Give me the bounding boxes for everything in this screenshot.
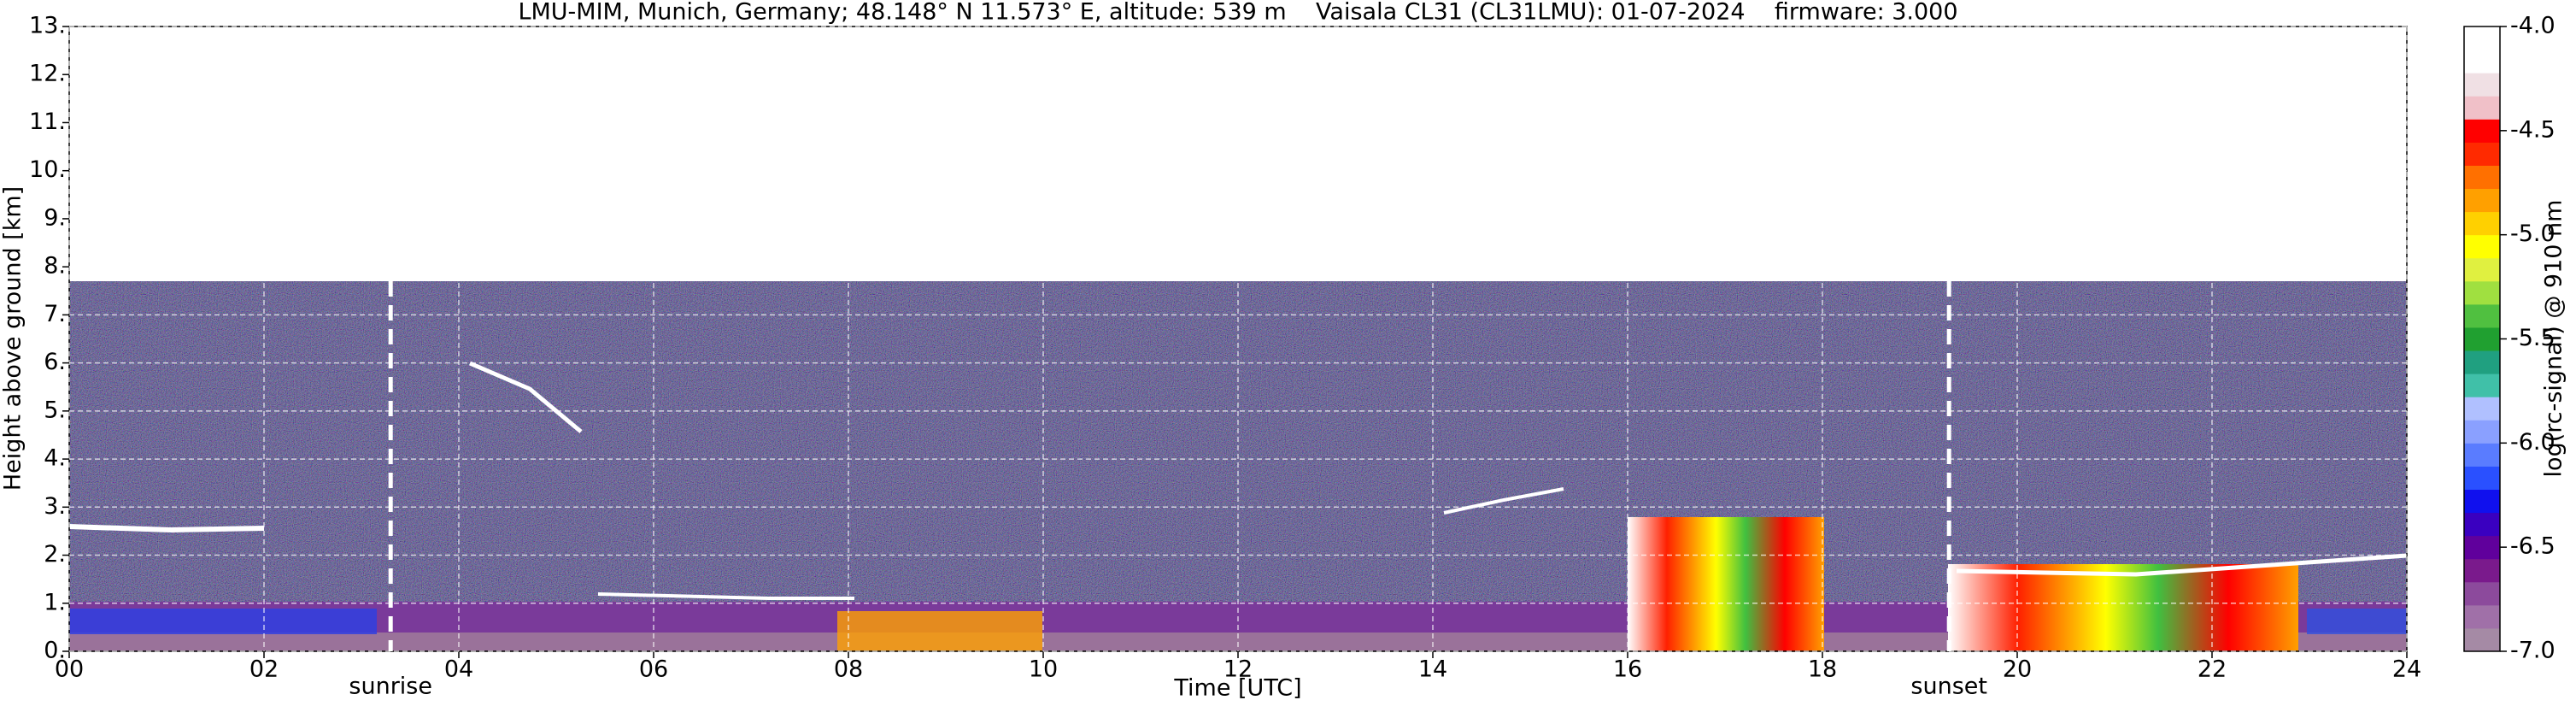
x-tick-label: 24 — [2392, 656, 2421, 683]
y-tick-label: 5. — [44, 397, 66, 423]
colorbar-segment — [2464, 165, 2500, 190]
y-tick-label: 1. — [44, 589, 66, 615]
colorbar-segment — [2464, 327, 2500, 351]
colorbar-label: log(rc-signal) @ 910 nm — [2541, 200, 2567, 478]
x-axis-label: Time [UTC] — [1173, 675, 1301, 702]
colorbar-segment — [2464, 466, 2500, 490]
colorbar-segment — [2464, 73, 2500, 97]
colorbar-segment — [2464, 257, 2500, 282]
y-tick-label: 9. — [44, 204, 66, 231]
chart-title: LMU-MIM, Munich, Germany; 48.148° N 11.5… — [518, 0, 1957, 26]
colorbar-tick-label: -4.5 — [2510, 116, 2555, 143]
colorbar-segment — [2464, 234, 2500, 259]
colorbar-segment — [2464, 188, 2500, 213]
colorbar-tick-label: -5.0 — [2510, 221, 2555, 247]
colorbar-segment — [2464, 627, 2500, 652]
x-tick-label: 00 — [55, 656, 84, 683]
colorbar-segment — [2464, 535, 2500, 560]
annotation-label: sunset — [1910, 674, 1987, 700]
x-tick-label: 06 — [639, 656, 668, 683]
x-tick-label: 18 — [1808, 656, 1837, 683]
colorbar-segment — [2464, 604, 2500, 629]
colorbar-segment — [2464, 350, 2500, 374]
y-tick-label: 12. — [29, 61, 66, 87]
y-tick-label: 6. — [44, 349, 66, 375]
colorbar-tick-label: -7.0 — [2510, 638, 2555, 664]
x-tick-label: 16 — [1613, 656, 1642, 683]
y-axis-label: Height above ground [km] — [0, 186, 26, 491]
colorbar-segment — [2464, 558, 2500, 583]
y-tick-label: 13. — [29, 13, 66, 39]
y-tick-label: 7. — [44, 301, 66, 327]
colorbar-segment — [2464, 397, 2500, 421]
x-tick-label: 10 — [1029, 656, 1058, 683]
colorbar-tick-label: -5.5 — [2510, 325, 2555, 351]
colorbar-segment — [2464, 581, 2500, 606]
y-tick-label: 10. — [29, 156, 66, 183]
y-tick-label: 2. — [44, 541, 66, 568]
colorbar-segment — [2464, 50, 2500, 74]
x-tick-label: 12 — [1223, 656, 1253, 683]
y-tick-label: 3. — [44, 493, 66, 520]
colorbar-tick-label: -6.0 — [2510, 429, 2555, 456]
colorbar-segment — [2464, 96, 2500, 120]
colorbar-segment — [2464, 119, 2500, 143]
colorbar-segment — [2464, 420, 2500, 444]
colorbar-segment — [2464, 26, 2500, 50]
colorbar-segment — [2464, 280, 2500, 305]
colorbar-segment — [2464, 489, 2500, 514]
x-tick-label: 22 — [2198, 656, 2227, 683]
y-tick-label: 8. — [44, 253, 66, 279]
colorbar-tick-label: -4.0 — [2510, 13, 2555, 39]
colorbar-segment — [2464, 211, 2500, 236]
colorbar-segment — [2464, 303, 2500, 328]
x-tick-label: 14 — [1418, 656, 1447, 683]
colorbar-segment — [2464, 374, 2500, 397]
x-tick-label: 02 — [249, 656, 279, 683]
colorbar-segment — [2464, 512, 2500, 537]
x-tick-label: 04 — [444, 656, 473, 683]
colorbar-segment — [2464, 443, 2500, 467]
annotation-label: sunrise — [349, 674, 432, 700]
y-tick-label: 0. — [44, 638, 66, 664]
y-tick-label: 11. — [29, 109, 66, 135]
x-tick-label: 08 — [834, 656, 863, 683]
x-tick-label: 20 — [2003, 656, 2032, 683]
colorbar-tick-label: -6.5 — [2510, 533, 2555, 560]
colorbar-segment — [2464, 142, 2500, 166]
y-tick-label: 4. — [44, 445, 66, 472]
